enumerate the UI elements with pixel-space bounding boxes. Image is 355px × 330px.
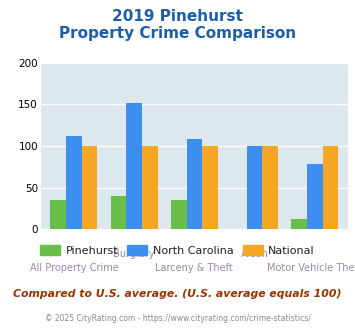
Bar [82,146,97,229]
Bar [202,146,218,229]
Bar [142,146,158,229]
Bar [50,200,66,229]
Bar [171,200,186,229]
Text: Compared to U.S. average. (U.S. average equals 100): Compared to U.S. average. (U.S. average … [13,289,342,299]
Bar [323,146,338,229]
Bar [291,219,307,229]
Text: Larceny & Theft: Larceny & Theft [155,263,233,273]
Bar [262,146,278,229]
Text: Motor Vehicle Theft: Motor Vehicle Theft [267,263,355,273]
Text: All Property Crime: All Property Crime [29,263,118,273]
Text: Arson: Arson [241,249,268,259]
Legend: Pinehurst, North Carolina, National: Pinehurst, North Carolina, National [36,241,319,260]
Text: Property Crime Comparison: Property Crime Comparison [59,26,296,41]
Bar [126,103,142,229]
Bar [247,146,262,229]
Text: © 2025 CityRating.com - https://www.cityrating.com/crime-statistics/: © 2025 CityRating.com - https://www.city… [45,314,310,323]
Bar [186,139,202,229]
Bar [66,136,82,229]
Text: Burglary: Burglary [113,249,155,259]
Bar [111,196,126,229]
Text: 2019 Pinehurst: 2019 Pinehurst [112,9,243,24]
Bar [307,164,323,229]
